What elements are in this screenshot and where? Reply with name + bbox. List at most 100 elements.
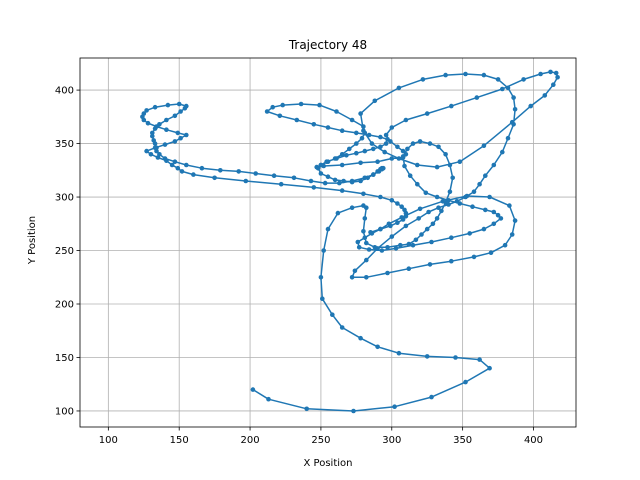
data-point	[477, 181, 482, 187]
data-point	[362, 235, 368, 240]
data-point	[375, 246, 380, 251]
data-point	[354, 150, 359, 156]
data-point	[396, 350, 402, 356]
data-point	[366, 132, 372, 138]
data-point	[318, 171, 324, 176]
data-point	[507, 203, 512, 208]
data-point	[443, 152, 448, 157]
data-point	[424, 111, 430, 116]
data-point	[400, 148, 406, 154]
data-point	[172, 113, 178, 119]
x-tick-label: 150	[170, 435, 189, 446]
data-point	[236, 169, 241, 174]
data-point	[528, 103, 533, 109]
data-point	[423, 190, 429, 196]
x-tick-label: 300	[382, 435, 401, 446]
data-point	[358, 335, 363, 341]
data-point	[368, 230, 373, 235]
data-point	[359, 135, 365, 141]
data-point	[402, 163, 407, 169]
data-point	[355, 239, 361, 245]
data-point	[434, 194, 440, 200]
data-point	[164, 158, 169, 163]
data-point	[362, 175, 368, 181]
data-point	[383, 132, 389, 138]
data-point	[175, 130, 181, 136]
data-point	[164, 117, 169, 123]
data-point	[150, 130, 155, 136]
data-point	[178, 135, 183, 141]
data-point	[471, 254, 477, 260]
data-point	[325, 226, 331, 232]
data-point	[553, 70, 559, 76]
data-point	[172, 139, 178, 144]
data-point	[378, 194, 383, 200]
data-point	[364, 257, 369, 263]
data-point	[491, 221, 497, 227]
data-point	[427, 262, 433, 267]
data-point	[487, 365, 492, 371]
data-point	[339, 162, 345, 168]
data-point	[150, 133, 155, 139]
data-point	[184, 103, 189, 109]
data-point	[436, 144, 441, 150]
data-point	[449, 103, 454, 109]
data-point	[165, 102, 171, 108]
data-point	[410, 141, 416, 146]
data-point	[405, 146, 410, 152]
x-axis-label: X Position	[304, 458, 353, 469]
data-point	[500, 86, 505, 92]
data-point	[383, 141, 389, 146]
data-point	[396, 156, 402, 161]
data-point	[320, 296, 325, 302]
data-point	[280, 102, 286, 108]
data-point	[502, 242, 508, 248]
data-point	[318, 162, 324, 168]
data-point	[311, 122, 317, 127]
data-point	[148, 152, 154, 157]
data-point	[271, 173, 277, 178]
data-point	[145, 120, 151, 126]
data-point	[291, 175, 297, 181]
data-point	[398, 242, 403, 248]
data-point	[330, 312, 335, 318]
data-point	[392, 404, 397, 410]
data-point	[454, 199, 460, 204]
data-point	[481, 226, 487, 232]
data-point	[426, 209, 431, 215]
data-point	[443, 72, 448, 78]
data-point	[334, 109, 339, 114]
data-point	[298, 101, 304, 107]
data-point	[362, 130, 368, 136]
data-point	[243, 178, 249, 184]
data-point	[429, 239, 434, 245]
data-point	[505, 135, 511, 141]
data-point	[382, 149, 388, 155]
data-point	[477, 357, 482, 362]
data-point	[144, 108, 149, 113]
y-tick-label: 350	[55, 139, 74, 150]
data-point	[358, 178, 363, 184]
data-point	[364, 240, 369, 246]
data-point	[395, 144, 400, 150]
data-point	[371, 146, 376, 152]
data-point	[467, 231, 473, 236]
data-point	[308, 178, 314, 184]
data-point	[439, 208, 444, 214]
data-point	[339, 325, 345, 330]
data-point	[512, 107, 518, 112]
data-point	[406, 241, 412, 247]
data-point	[403, 214, 409, 219]
data-point	[463, 194, 468, 200]
data-point	[358, 160, 363, 166]
data-point	[385, 137, 390, 142]
data-point	[349, 178, 355, 184]
data-point	[375, 344, 380, 350]
data-point	[389, 125, 395, 130]
data-point	[389, 156, 395, 161]
data-point	[352, 268, 358, 274]
data-point	[400, 217, 406, 222]
data-point	[389, 234, 395, 239]
data-point	[321, 248, 327, 253]
data-point	[491, 209, 497, 215]
